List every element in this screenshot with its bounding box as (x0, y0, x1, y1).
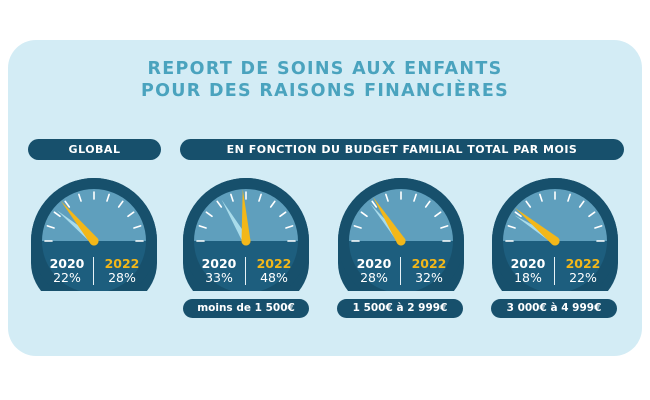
gauge-tick (371, 200, 378, 208)
value-2020: 22% (53, 270, 81, 285)
gauge-budget-1500-2999: 2020 28% 2022 32% (335, 173, 467, 291)
gauge-tick (514, 211, 522, 218)
gauge-2020-value: 2020 28% (349, 257, 399, 285)
value-2022: 22% (569, 270, 597, 285)
gauge-tick (285, 225, 294, 229)
gauge-tick (198, 225, 207, 229)
year-2020-label: 2020 (356, 256, 392, 271)
gauge-tick (279, 211, 287, 218)
chart-title: REPORT DE SOINS AUX ENFANTS POUR DES RAI… (0, 58, 650, 102)
gauge-2022-value: 2022 32% (404, 257, 454, 285)
gauge-dial (492, 178, 618, 291)
title-line-1: REPORT DE SOINS AUX ENFANTS (147, 59, 503, 79)
gauge-lower (194, 241, 298, 291)
needle-2022-hub (89, 236, 99, 246)
gauge-budget-under-1500: 2020 33% 2022 48% (180, 173, 312, 291)
gauge-tick (594, 225, 603, 229)
gauge-lower (42, 241, 146, 291)
global-header: GLOBAL (28, 139, 161, 160)
value-2022: 28% (108, 270, 136, 285)
value-separator (400, 257, 401, 285)
gauge-2022-value: 2022 22% (558, 257, 608, 285)
needle-2022-hub (550, 236, 560, 246)
gauge-tick (53, 211, 61, 218)
gauge-tick (46, 225, 55, 229)
value-2022: 48% (260, 270, 288, 285)
gauge-tick (205, 211, 213, 218)
gauge-tick (353, 225, 362, 229)
title-line-2: POUR DES RAISONS FINANCIÈRES (140, 81, 510, 101)
gauge-budget-3000-4999: 2020 18% 2022 22% (489, 173, 621, 291)
gauge-tick (127, 211, 135, 218)
value-separator (554, 257, 555, 285)
category-label-under-1500: moins de 1 500€ (183, 299, 309, 318)
year-2020-label: 2020 (510, 256, 546, 271)
gauge-tick (424, 200, 431, 208)
year-2022-label: 2022 (565, 256, 601, 271)
gauge-tick (578, 200, 585, 208)
gauge-tick (258, 193, 262, 202)
gauge-2022-value: 2022 48% (249, 257, 299, 285)
category-label-3000-4999: 3 000€ à 4 999€ (491, 299, 617, 318)
year-2022-label: 2022 (104, 256, 140, 271)
gauge-tick (567, 193, 571, 202)
needle-2022 (514, 207, 560, 246)
gauge-tick (434, 211, 442, 218)
gauge-tick (106, 193, 110, 202)
value-separator (93, 257, 94, 285)
gauge-global: 2020 22% 2022 28% (28, 173, 160, 291)
gauge-face (349, 189, 453, 241)
needle-2022-hub (396, 236, 406, 246)
year-2020-label: 2020 (49, 256, 85, 271)
gauge-lower (503, 241, 607, 291)
gauge-tick (385, 193, 389, 202)
gauge-tick (64, 200, 71, 208)
gauge-face (42, 189, 146, 241)
needle-2022 (373, 197, 406, 246)
gauge-tick (269, 200, 276, 208)
year-2022-label: 2022 (411, 256, 447, 271)
gauge-tick (413, 193, 417, 202)
gauge-tick (440, 225, 449, 229)
needle-2022 (60, 200, 99, 246)
gauge-2020-value: 2020 18% (503, 257, 553, 285)
gauge-dial (183, 178, 309, 291)
needle-2022-hub (241, 236, 251, 246)
gauge-dial (31, 178, 157, 291)
value-2020: 28% (360, 270, 388, 285)
needle-2022 (241, 189, 251, 246)
gauge-tick (507, 225, 516, 229)
gauge-lower (349, 241, 453, 291)
budget-header: EN FONCTION DU BUDGET FAMILIAL TOTAL PAR… (180, 139, 624, 160)
gauge-tick (360, 211, 368, 218)
gauge-2020-value: 2020 33% (194, 257, 244, 285)
value-2020: 18% (514, 270, 542, 285)
gauge-tick (117, 200, 124, 208)
gauge-tick (588, 211, 596, 218)
gauge-2022-value: 2022 28% (97, 257, 147, 285)
gauge-tick (525, 200, 532, 208)
gauge-tick (539, 193, 543, 202)
gauge-tick (133, 225, 142, 229)
year-2022-label: 2022 (256, 256, 292, 271)
gauge-face (503, 189, 607, 241)
gauge-2020-value: 2020 22% (42, 257, 92, 285)
year-2020-label: 2020 (201, 256, 237, 271)
gauge-dial (338, 178, 464, 291)
category-label-1500-2999: 1 500€ à 2 999€ (337, 299, 463, 318)
gauge-tick (230, 193, 234, 202)
gauge-tick (216, 200, 223, 208)
value-2022: 32% (415, 270, 443, 285)
gauge-tick (78, 193, 82, 202)
value-separator (245, 257, 246, 285)
value-2020: 33% (205, 270, 233, 285)
